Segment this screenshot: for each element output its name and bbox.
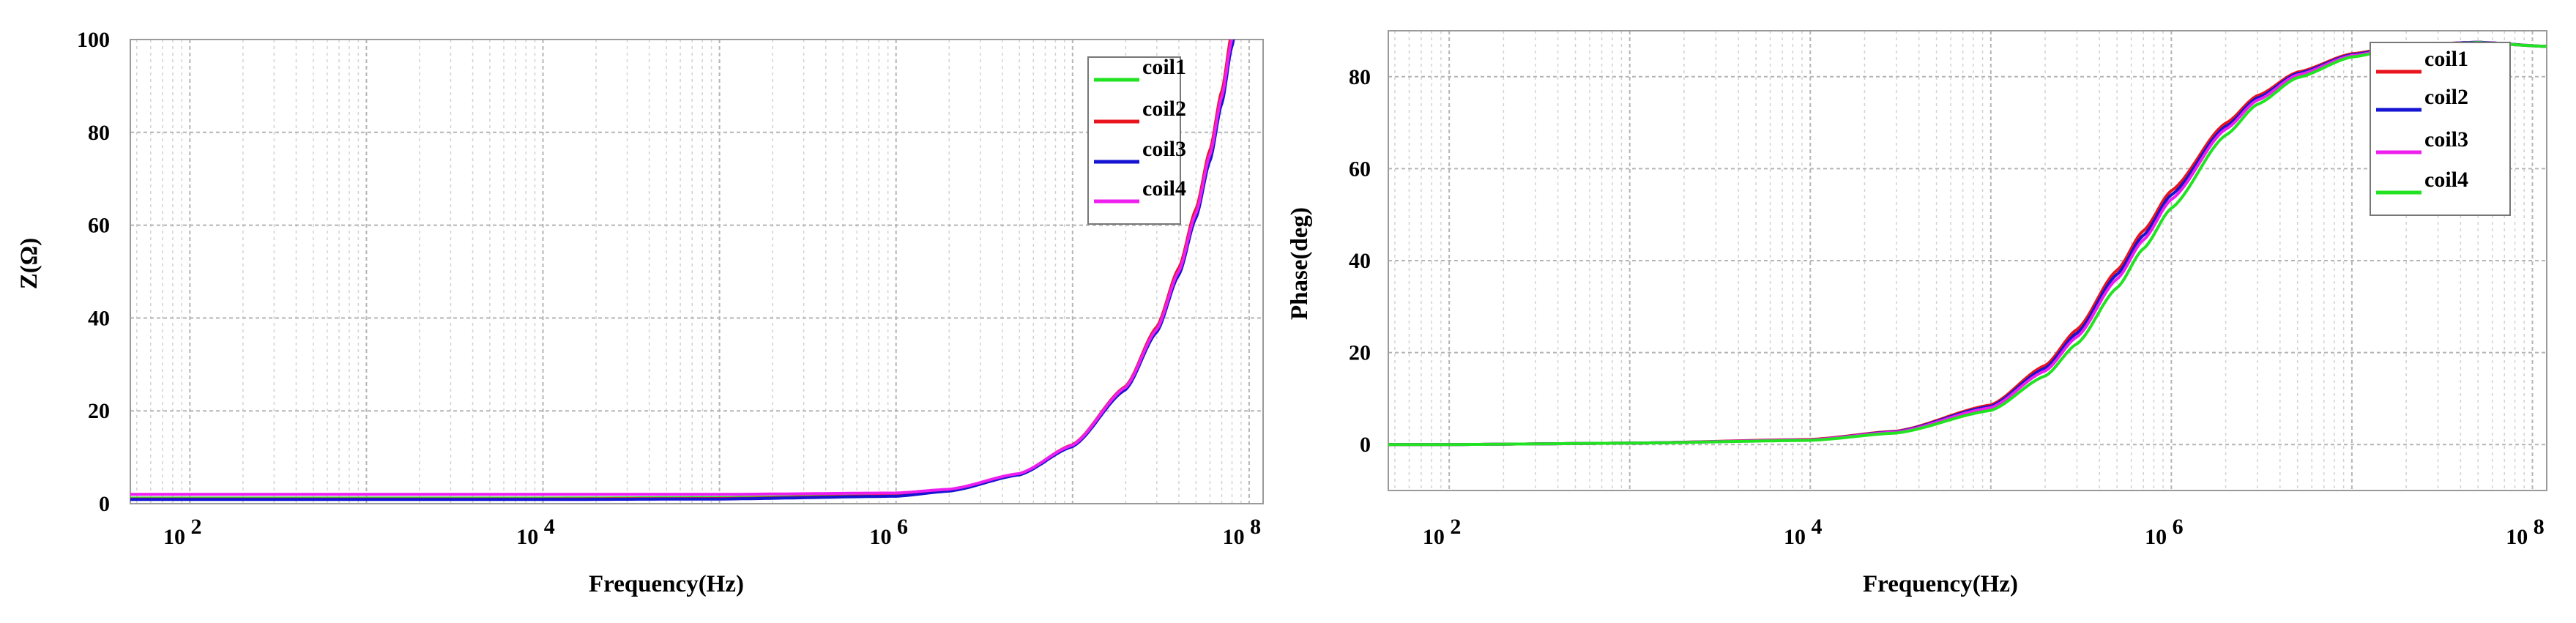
- y-tick-label: 80: [88, 121, 110, 145]
- chart-2: 0 20 40 60 80 10 2 10 4 10 6 10 8 Frequency(Hz) Ph…: [1287, 30, 2547, 597]
- y-tick-label: 0: [1360, 433, 1371, 457]
- x-tick-label: 10 8: [2506, 515, 2545, 549]
- x-tick-label: 10 6: [869, 515, 908, 549]
- y-tick-label: 80: [1349, 65, 1371, 89]
- x-tick-label: 10 6: [2145, 515, 2184, 549]
- axes-box: [130, 39, 1264, 504]
- y-tick-label: 20: [1349, 341, 1371, 365]
- plot-area: [130, 40, 1235, 501]
- y-tick-label: 40: [88, 306, 110, 330]
- x-tick-label: 10 2: [163, 515, 201, 549]
- grid: [130, 40, 1263, 504]
- y-axis-label: Phase(deg): [1287, 207, 1313, 320]
- y-tick-label: 60: [1349, 157, 1371, 181]
- series-line-coil3: [130, 40, 1235, 501]
- x-tick-label: 10 4: [1784, 515, 1823, 549]
- legend-label: coil4: [2424, 168, 2468, 192]
- series-line-coil2: [130, 40, 1232, 501]
- legend-label: coil3: [2424, 127, 2468, 152]
- y-tick-label: 20: [88, 399, 110, 423]
- y-axis-label: Z(Ω): [16, 238, 42, 289]
- plot-area: [1388, 40, 2547, 447]
- y-tick-label: 0: [99, 492, 110, 516]
- legend-label: coil1: [1142, 55, 1186, 79]
- y-tick-label: 100: [77, 28, 110, 52]
- axes-box: [1388, 30, 2547, 491]
- series-line-coil1: [130, 40, 1233, 500]
- legend-box: [1087, 56, 1181, 225]
- legend-label: coil3: [1142, 137, 1186, 161]
- legend-label: coil2: [1142, 97, 1186, 121]
- series-line-coil4: [1388, 41, 2547, 447]
- y-tick-label: 60: [88, 214, 110, 238]
- y-tick-label: 40: [1349, 249, 1371, 273]
- legend-label: coil1: [2424, 47, 2468, 71]
- chart-1: 0 20 40 60 80 100 10 2 10 4 10 6 10 8 Frequency(Hz…: [16, 28, 1264, 597]
- legend: coil1 coil2 coil3 coil4: [1087, 55, 1186, 225]
- x-axis-label: Frequency(Hz): [589, 571, 744, 597]
- x-axis-label: Frequency(Hz): [1863, 571, 2018, 597]
- legend-label: coil4: [1142, 176, 1186, 201]
- x-tick-label: 10 4: [516, 515, 555, 549]
- x-tick-label: 10 2: [1423, 515, 1462, 549]
- legend-label: coil2: [2424, 85, 2468, 109]
- x-tick-label: 10 8: [1223, 515, 1262, 549]
- series-line-coil4: [130, 40, 1234, 496]
- legend: coil1 coil2 coil3 coil4: [2370, 42, 2511, 216]
